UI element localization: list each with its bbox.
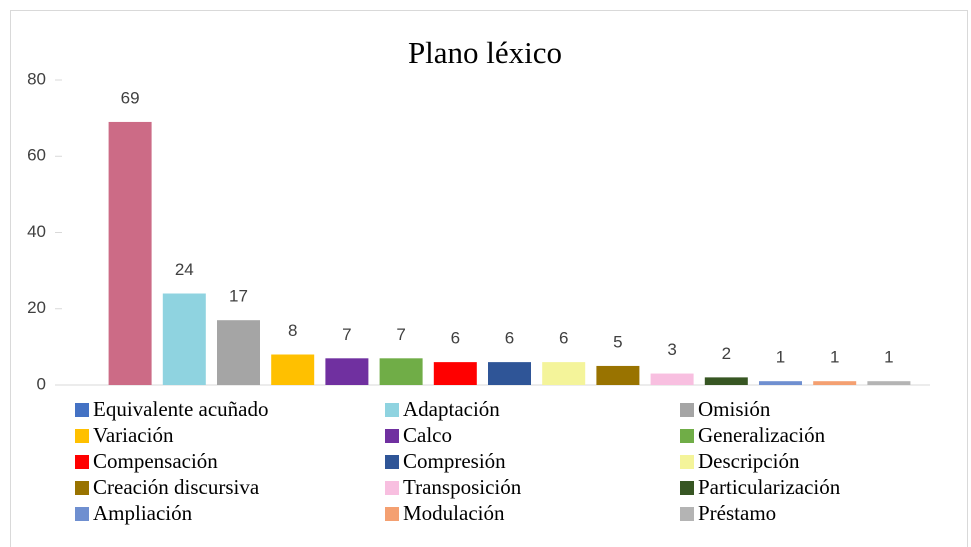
data-label: 7: [342, 325, 351, 344]
data-label: 1: [776, 348, 785, 367]
bar: [217, 320, 260, 385]
data-label: 24: [175, 260, 194, 279]
data-label: 17: [229, 287, 248, 306]
legend-label: Particularización: [698, 475, 841, 499]
y-tick-label: 40: [27, 222, 46, 241]
bar: [271, 354, 315, 385]
legend-label: Transposición: [403, 475, 522, 499]
legend-swatch: [75, 481, 89, 495]
legend-swatch: [680, 481, 694, 495]
y-tick-label: 80: [27, 69, 46, 88]
legend-swatch: [75, 403, 89, 417]
data-label: 6: [505, 329, 514, 348]
bar: [488, 362, 531, 385]
data-label: 3: [667, 340, 676, 359]
legend-label: Compensación: [93, 449, 218, 473]
data-label: 5: [613, 332, 622, 351]
legend-swatch: [75, 455, 89, 469]
legend-label: Préstamo: [698, 501, 776, 525]
bar: [108, 121, 152, 385]
legend-label: Creación discursiva: [93, 475, 260, 499]
legend-label: Modulación: [403, 501, 505, 525]
legend-label: Adaptación: [403, 397, 500, 421]
bar: [542, 362, 586, 385]
data-label: 6: [451, 329, 460, 348]
data-label: 69: [121, 88, 140, 107]
legend-label: Omisión: [698, 397, 771, 421]
bar: [704, 377, 748, 385]
bar: [162, 293, 206, 385]
data-label: 7: [396, 325, 405, 344]
bar: [759, 381, 802, 385]
legend-swatch: [385, 481, 399, 495]
legend-label: Generalización: [698, 423, 826, 447]
bar: [379, 358, 423, 385]
legend-label: Equivalente acuñado: [93, 397, 269, 421]
y-tick-label: 20: [27, 298, 46, 317]
chart-frame: [10, 10, 968, 547]
y-tick-label: 60: [27, 146, 46, 165]
data-label: 8: [288, 321, 297, 340]
bar: [325, 358, 369, 385]
bar: [813, 381, 857, 385]
legend-swatch: [385, 507, 399, 521]
legend-label: Descripción: [698, 449, 800, 473]
legend-swatch: [680, 403, 694, 417]
legend-swatch: [385, 403, 399, 417]
data-label: 2: [722, 344, 731, 363]
bar: [433, 362, 477, 385]
legend-label: Calco: [403, 423, 452, 447]
bar: [596, 365, 640, 385]
bar: [650, 373, 694, 385]
data-label: 1: [830, 348, 839, 367]
legend-swatch: [680, 507, 694, 521]
bar: [867, 381, 911, 385]
legend-label: Variación: [93, 423, 174, 447]
legend-swatch: [385, 455, 399, 469]
legend-label: Compresión: [403, 449, 506, 473]
legend-swatch: [75, 507, 89, 521]
legend-swatch: [385, 429, 399, 443]
chart-title: Plano léxico: [408, 35, 562, 70]
legend-swatch: [680, 429, 694, 443]
y-tick-label: 0: [37, 374, 46, 393]
data-label: 6: [559, 329, 568, 348]
data-label: 1: [884, 348, 893, 367]
legend-swatch: [680, 455, 694, 469]
legend-label: Ampliación: [93, 501, 193, 525]
legend-swatch: [75, 429, 89, 443]
